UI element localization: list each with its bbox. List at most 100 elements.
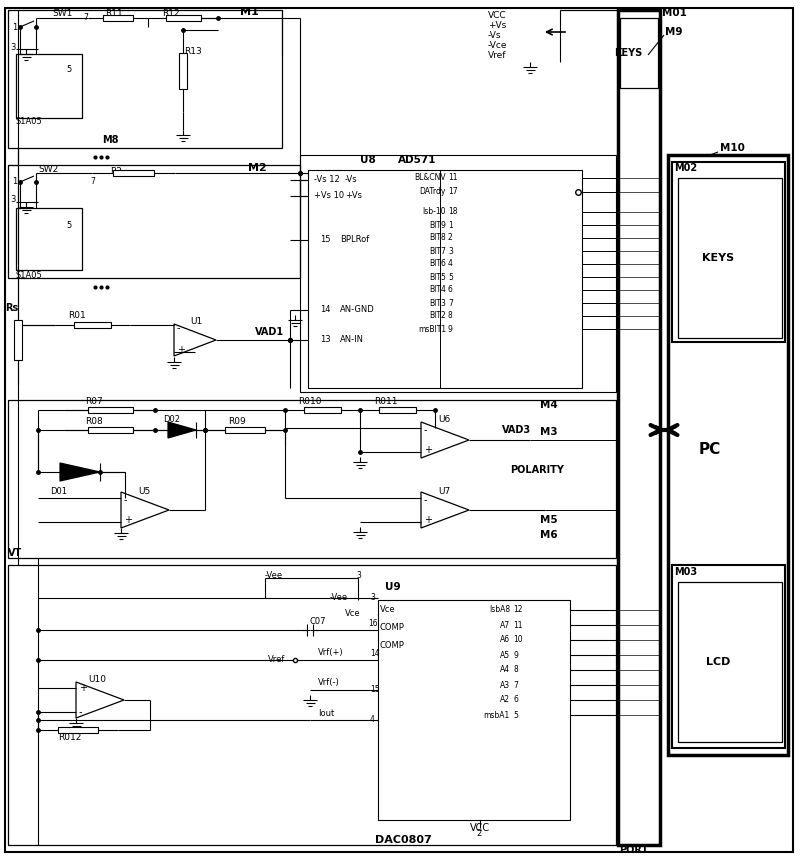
- Text: 6: 6: [448, 286, 453, 294]
- Text: BIT8: BIT8: [430, 233, 446, 243]
- Text: Vrf(+): Vrf(+): [318, 648, 344, 658]
- Text: lsb-10: lsb-10: [422, 208, 446, 216]
- Text: -Vee: -Vee: [265, 571, 283, 579]
- Text: VAD1: VAD1: [255, 327, 284, 337]
- Text: R12: R12: [162, 9, 180, 18]
- Text: R2: R2: [110, 168, 122, 177]
- Bar: [8, 165, 300, 278]
- Bar: [8, 400, 616, 558]
- Text: msbA1: msbA1: [484, 710, 510, 720]
- Text: -: -: [124, 495, 127, 505]
- Text: U5: U5: [138, 487, 150, 497]
- Text: Vce: Vce: [345, 609, 361, 617]
- Text: 15: 15: [370, 685, 380, 695]
- Text: +Vs: +Vs: [345, 191, 362, 201]
- Text: SW1: SW1: [52, 9, 72, 18]
- Text: 1: 1: [12, 177, 18, 187]
- Text: 2: 2: [448, 233, 453, 243]
- Bar: [179, 53, 187, 90]
- Text: S1A05: S1A05: [16, 270, 42, 280]
- Bar: [678, 178, 782, 338]
- Text: M10: M10: [720, 143, 745, 153]
- Text: AD571: AD571: [398, 155, 437, 165]
- Text: R09: R09: [228, 418, 246, 426]
- Bar: [378, 600, 570, 820]
- Text: 18: 18: [448, 208, 458, 216]
- Text: 3: 3: [370, 593, 375, 603]
- Text: R012: R012: [58, 734, 82, 742]
- Text: BL&CNV: BL&CNV: [414, 174, 446, 183]
- Text: 6: 6: [513, 696, 518, 704]
- Text: 13: 13: [320, 336, 330, 344]
- Polygon shape: [60, 463, 100, 481]
- Text: 4: 4: [370, 715, 375, 724]
- Text: 14: 14: [320, 306, 330, 314]
- Text: 8: 8: [513, 666, 518, 674]
- Bar: [16, 208, 82, 270]
- Text: 5: 5: [448, 272, 453, 282]
- Bar: [300, 155, 616, 392]
- Text: M01: M01: [662, 8, 687, 18]
- Text: BPLRof: BPLRof: [340, 236, 370, 245]
- Text: BIT7: BIT7: [429, 246, 446, 256]
- Text: +Vs 10: +Vs 10: [314, 191, 344, 201]
- Bar: [87, 427, 133, 433]
- Text: +Vs: +Vs: [488, 21, 506, 29]
- Text: KEYS: KEYS: [702, 253, 734, 263]
- Bar: [74, 322, 111, 328]
- Text: VAD3: VAD3: [502, 425, 531, 435]
- Text: 12: 12: [513, 605, 522, 615]
- Text: SW2: SW2: [38, 165, 58, 175]
- Text: BIT2: BIT2: [430, 312, 446, 320]
- Text: PC: PC: [699, 443, 721, 457]
- Text: U8: U8: [360, 155, 376, 165]
- Text: U7: U7: [438, 487, 450, 497]
- Text: 7: 7: [83, 14, 88, 22]
- Text: A3: A3: [500, 680, 510, 690]
- Text: AN-GND: AN-GND: [340, 306, 374, 314]
- Text: A2: A2: [500, 696, 510, 704]
- Text: 16: 16: [368, 618, 378, 628]
- Text: +: +: [177, 345, 185, 355]
- Text: KEYS: KEYS: [614, 48, 642, 58]
- Bar: [378, 407, 416, 413]
- Text: BIT6: BIT6: [429, 259, 446, 269]
- Text: -: -: [424, 495, 427, 505]
- Text: 3: 3: [448, 246, 453, 256]
- Text: LCD: LCD: [706, 657, 730, 667]
- Text: A4: A4: [500, 666, 510, 674]
- Bar: [668, 155, 788, 755]
- Text: COMP: COMP: [380, 641, 405, 649]
- Text: M1: M1: [240, 7, 258, 17]
- Text: VCC: VCC: [488, 10, 506, 20]
- Bar: [58, 727, 98, 733]
- Text: 5: 5: [513, 710, 518, 720]
- Text: -Vce: -Vce: [488, 40, 507, 49]
- Bar: [14, 319, 22, 360]
- Text: U10: U10: [88, 676, 106, 684]
- Text: M3: M3: [540, 427, 558, 437]
- Text: M8: M8: [102, 135, 118, 145]
- Text: M6: M6: [540, 530, 558, 540]
- Text: 1: 1: [448, 220, 453, 230]
- Text: COMP: COMP: [380, 623, 405, 633]
- Text: R07: R07: [85, 398, 102, 406]
- Bar: [678, 582, 782, 742]
- Text: U9: U9: [385, 582, 401, 592]
- Bar: [225, 427, 265, 433]
- Text: A7: A7: [500, 621, 510, 629]
- Text: 2: 2: [476, 828, 482, 838]
- Text: BIT5: BIT5: [429, 272, 446, 282]
- Text: M9: M9: [665, 27, 682, 37]
- Bar: [620, 18, 658, 88]
- Text: M03: M03: [674, 567, 697, 577]
- Text: D02: D02: [163, 416, 180, 424]
- Text: 3: 3: [10, 42, 15, 52]
- Bar: [304, 407, 342, 413]
- Text: +: +: [424, 515, 432, 525]
- Text: AN-IN: AN-IN: [340, 336, 364, 344]
- Text: BIT9: BIT9: [429, 220, 446, 230]
- Text: 1: 1: [12, 22, 18, 32]
- Text: M02: M02: [674, 163, 697, 173]
- Bar: [87, 407, 133, 413]
